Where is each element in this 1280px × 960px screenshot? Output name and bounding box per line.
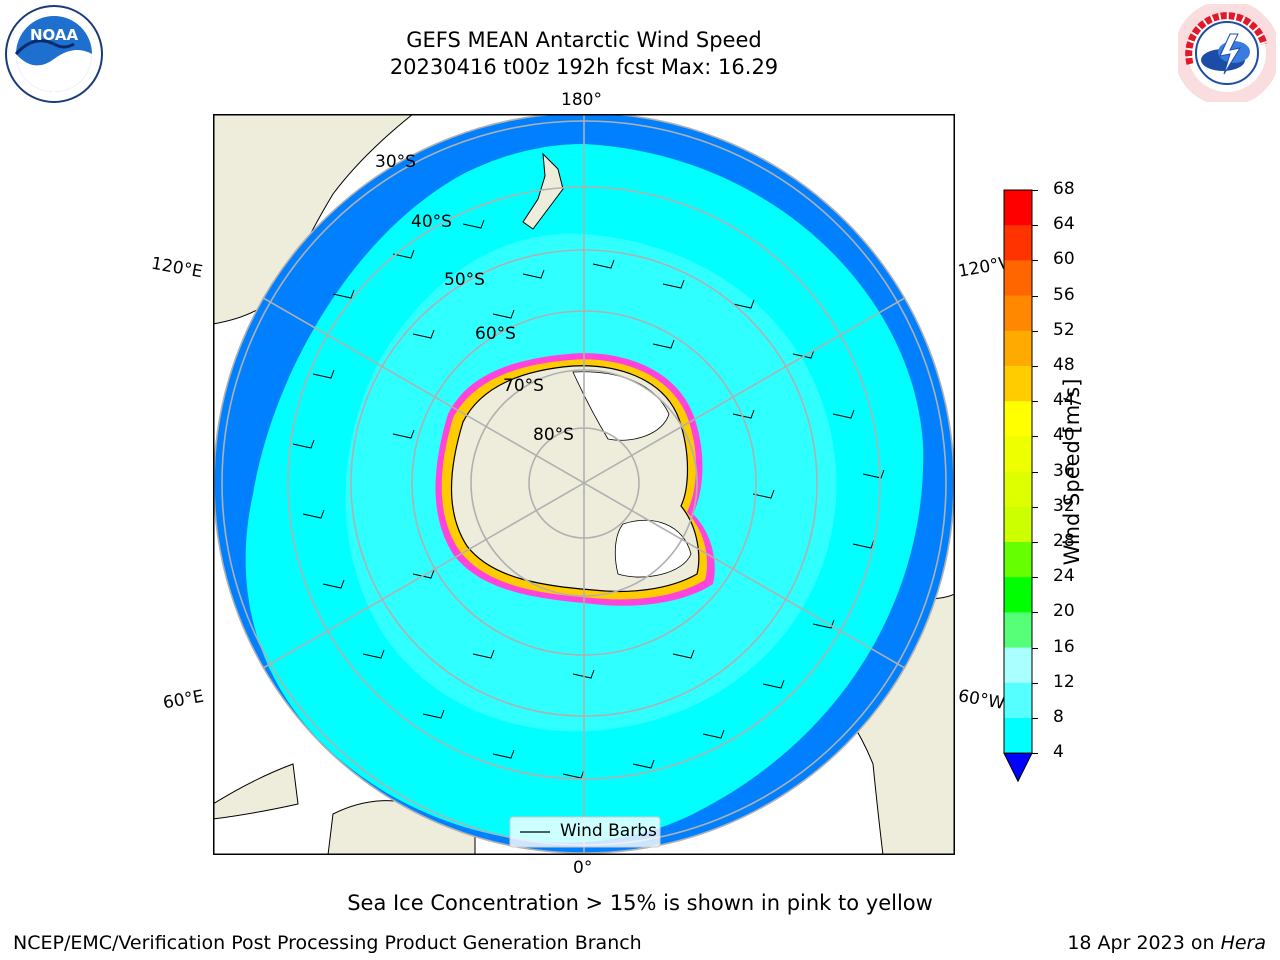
lon-label-120w: 120°W bbox=[956, 254, 1006, 282]
nws-logo bbox=[1174, 0, 1280, 106]
colorbar-label: Wind Speed [m/s] bbox=[1060, 378, 1084, 566]
colorbar-tick-label: 44 bbox=[1053, 390, 1075, 411]
meridians bbox=[214, 114, 954, 853]
lon-label-top: 180° bbox=[561, 90, 602, 110]
colorbar-extend bbox=[1003, 752, 1033, 783]
lat-label-50: 50°S bbox=[444, 270, 485, 290]
lon-label-60e: 60°E bbox=[161, 686, 206, 714]
colorbar-segment bbox=[1004, 190, 1032, 226]
madagascar-land bbox=[213, 763, 299, 820]
lat-label-40: 40°S bbox=[411, 212, 452, 232]
colorbar-segment bbox=[1004, 225, 1032, 261]
colorbar bbox=[1000, 188, 1040, 783]
caption: Sea Ice Concentration > 15% is shown in … bbox=[347, 891, 933, 915]
colorbar-segment bbox=[1004, 647, 1032, 684]
lat-label-60: 60°S bbox=[475, 324, 516, 344]
colorbar-tick-mark bbox=[1032, 436, 1038, 438]
colorbar-tick-label: 32 bbox=[1053, 495, 1075, 516]
colorbar-tick-mark bbox=[1032, 542, 1038, 543]
colorbar-tick-label: 56 bbox=[1053, 284, 1075, 305]
colorbar-tick-mark bbox=[1032, 753, 1038, 755]
colorbar-tick-mark bbox=[1032, 471, 1038, 473]
footer-date: 18 Apr 2023 on bbox=[1067, 932, 1221, 954]
colorbar-segment bbox=[1004, 718, 1032, 754]
lon-label-bottom: 0° bbox=[573, 858, 593, 878]
colorbar-tick-mark bbox=[1032, 612, 1038, 614]
colorbar-segment bbox=[1004, 401, 1032, 437]
colorbar-tick-mark bbox=[1032, 225, 1038, 227]
legend-label: Wind Barbs bbox=[560, 821, 657, 841]
polar-map: Wind Barbs 30°S 40°S 50°S 60°S 70°S 80°S bbox=[213, 114, 955, 855]
colorbar-tick-label: 68 bbox=[1053, 179, 1075, 199]
chart-title: GEFS MEAN Antarctic Wind Speed bbox=[406, 28, 762, 52]
colorbar-tick-mark bbox=[1032, 401, 1038, 403]
colorbar-tick-label: 16 bbox=[1053, 636, 1075, 657]
colorbar-tick-label: 36 bbox=[1053, 460, 1075, 481]
colorbar-tick-label: 4 bbox=[1053, 742, 1064, 763]
colorbar-tick-mark bbox=[1032, 506, 1038, 508]
wind-barbs bbox=[292, 219, 885, 779]
lat-label-80: 80°S bbox=[533, 425, 574, 445]
colorbar-tick-mark bbox=[1032, 682, 1038, 684]
colorbar-segment bbox=[1004, 682, 1032, 719]
colorbar-tick-mark bbox=[1032, 190, 1038, 191]
colorbar-tick-mark bbox=[1032, 647, 1038, 649]
colorbar-segment bbox=[1004, 436, 1032, 473]
colorbar-tick-mark bbox=[1032, 577, 1038, 579]
colorbar-tick-label: 12 bbox=[1053, 671, 1075, 692]
colorbar-tick-label: 52 bbox=[1053, 319, 1075, 340]
colorbar-tick-mark bbox=[1032, 260, 1038, 262]
colorbar-tick-label: 8 bbox=[1053, 707, 1064, 727]
colorbar-tick-mark bbox=[1032, 718, 1038, 719]
new-zealand-land bbox=[522, 152, 564, 230]
colorbar-tick-mark bbox=[1032, 366, 1038, 367]
colorbar-tick-label: 64 bbox=[1053, 214, 1075, 235]
colorbar-segment bbox=[1004, 612, 1032, 649]
colorbar-segment bbox=[1004, 577, 1032, 613]
legend-box bbox=[509, 816, 661, 848]
colorbar-tick-mark bbox=[1032, 330, 1038, 332]
colorbar-segment bbox=[1004, 542, 1032, 578]
colorbar-tick-label: 24 bbox=[1053, 566, 1075, 587]
footer-machine: Hera bbox=[1220, 932, 1266, 954]
lat-label-30: 30°S bbox=[375, 152, 416, 172]
colorbar-segment bbox=[1004, 366, 1032, 402]
colorbar-segment bbox=[1004, 506, 1032, 543]
colorbar-segment bbox=[1004, 330, 1032, 367]
colorbar-tick-mark bbox=[1032, 295, 1038, 297]
colorbar-tick-label: 60 bbox=[1053, 249, 1075, 270]
noaa-logo: NOAA bbox=[4, 4, 104, 104]
colorbar-tick-label: 20 bbox=[1053, 601, 1075, 622]
colorbar-segment bbox=[1004, 295, 1032, 332]
lon-label-120e: 120°E bbox=[149, 253, 205, 283]
colorbar-segment bbox=[1004, 260, 1032, 297]
footer-right: 18 Apr 2023 on Hera bbox=[1067, 932, 1266, 954]
footer-left: NCEP/EMC/Verification Post Processing Pr… bbox=[13, 932, 642, 954]
colorbar-tick-label: 40 bbox=[1053, 425, 1075, 446]
lat-label-70: 70°S bbox=[503, 376, 544, 396]
colorbar-segment bbox=[1004, 471, 1032, 508]
lon-label-60w: 60°W bbox=[956, 686, 1006, 714]
colorbar-tick-label: 48 bbox=[1053, 355, 1075, 375]
chart-subtitle: 20230416 t00z 192h fcst Max: 16.29 bbox=[389, 55, 779, 79]
colorbar-tick-label: 28 bbox=[1053, 531, 1075, 551]
noaa-logo-text: NOAA bbox=[30, 26, 79, 44]
